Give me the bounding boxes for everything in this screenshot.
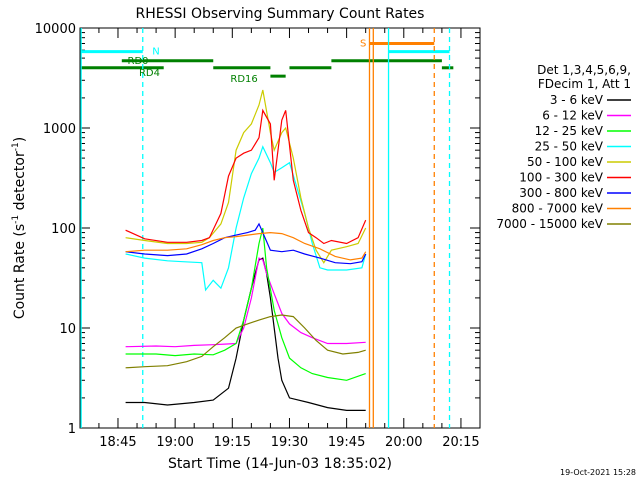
- legend-entry-label: 12 - 25 keV: [535, 124, 604, 138]
- series-lines: [125, 89, 367, 411]
- x-tick-label: 19:45: [328, 435, 365, 450]
- series-line: [125, 89, 367, 264]
- series-line: [125, 257, 366, 348]
- x-tick-label: 20:00: [385, 435, 422, 450]
- legend-entry-label: 25 - 50 keV: [535, 140, 604, 154]
- rd4-label: RD4: [139, 68, 160, 79]
- y-axis-label-sup: -1: [11, 215, 21, 224]
- legend-entry-label: 50 - 100 keV: [527, 155, 604, 169]
- x-tick-label: 19:30: [271, 435, 308, 450]
- legend-header-line: FDecim 1, Att 1: [538, 77, 631, 91]
- chart-title: RHESSI Observing Summary Count Rates: [136, 6, 425, 22]
- saa-label: S: [360, 38, 366, 49]
- x-tick-label: 18:45: [99, 435, 136, 450]
- series-line: [125, 314, 366, 369]
- x-axis-ticks: 18:45 19:00 19:15 19:30 19:45 20:00 20:15: [98, 28, 481, 450]
- x-axis-label: Start Time (14-Jun-03 18:35:02): [168, 456, 392, 472]
- series-line: [125, 145, 367, 292]
- y-tick-label: 10: [59, 322, 76, 337]
- rd16-label: RD16: [230, 74, 257, 85]
- series-line: [125, 108, 367, 245]
- y-axis-label-sup2: -1: [11, 142, 21, 151]
- series-line: [125, 231, 367, 261]
- y-tick-label: 100: [51, 222, 76, 237]
- y-axis-label-close: ): [12, 137, 28, 142]
- legend-entry-label: 3 - 6 keV: [550, 93, 604, 107]
- series-line: [125, 227, 366, 381]
- state-bars: [81, 41, 454, 78]
- night-label: N: [152, 47, 159, 58]
- legend-entry-label: 6 - 12 keV: [542, 109, 604, 123]
- rd0-label: RD0: [128, 56, 149, 67]
- timestamp: 19-Oct-2021 15:28: [560, 468, 636, 477]
- x-tick-label: 19:15: [214, 435, 251, 450]
- series-line: [125, 222, 367, 265]
- legend-entry-label: 300 - 800 keV: [519, 186, 603, 200]
- y-tick-label: 10000: [35, 22, 76, 37]
- y-axis-label: Count Rate (s-1 detector-1): [11, 137, 28, 319]
- y-axis-label-rest: detector: [12, 151, 28, 215]
- x-tick-label: 20:15: [442, 435, 479, 450]
- legend-header-line: Det 1,3,4,5,6,9,: [537, 63, 631, 77]
- legend-entry-label: 100 - 300 keV: [519, 171, 603, 185]
- y-axis-label-main: Count Rate (s: [12, 224, 28, 319]
- legend: Det 1,3,4,5,6,9,FDecim 1, Att 1 3 - 6 keV…: [496, 63, 631, 231]
- state-markers: [80, 28, 451, 428]
- x-tick-label: 19:00: [156, 435, 193, 450]
- y-tick-label: 1: [68, 422, 76, 437]
- y-tick-label: 1000: [43, 122, 76, 137]
- legend-entry-label: 7000 - 15000 keV: [496, 217, 603, 231]
- legend-entry-label: 800 - 7000 keV: [512, 202, 604, 216]
